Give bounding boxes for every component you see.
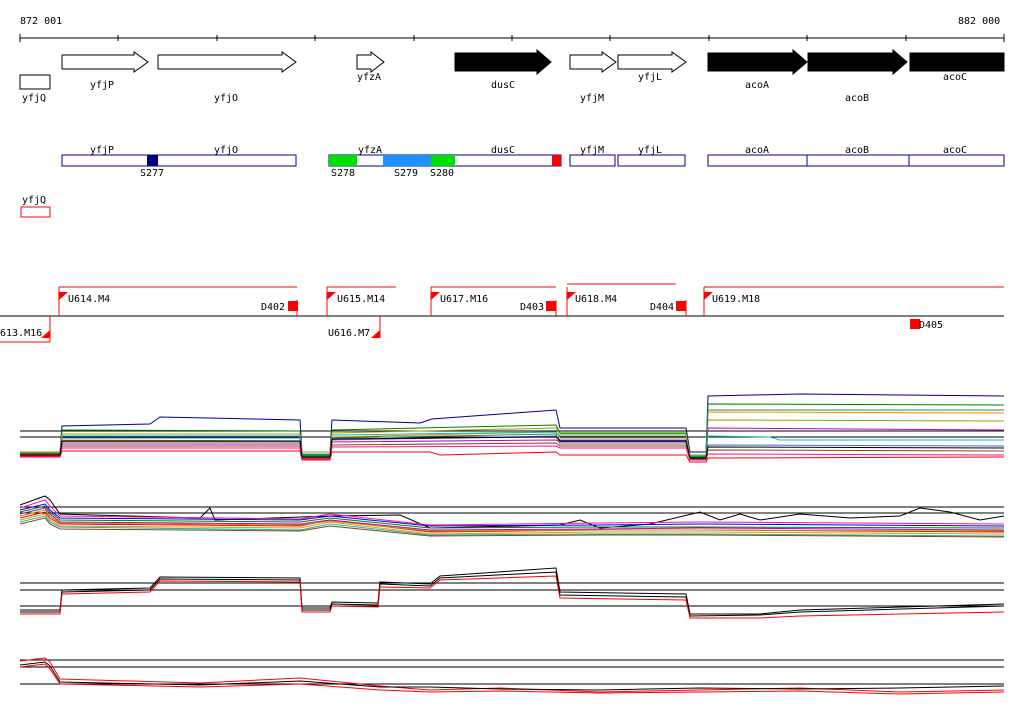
expression-panel-1 (20, 393, 1005, 463)
coord-end: 882 000 (958, 16, 1000, 27)
gene-label: yfjQ (22, 93, 46, 104)
gene-label: yfjO (214, 93, 238, 104)
ruler-ticks (19, 34, 1005, 42)
segment-feature-label: S279 (394, 168, 418, 179)
segment-S278[interactable] (329, 155, 357, 166)
gene-yfjQ-box[interactable] (19, 74, 51, 90)
expression-panel-3 (20, 567, 1005, 619)
upstream-marker-label: U615.M14 (337, 294, 385, 305)
segment-feature-label: S278 (331, 168, 355, 179)
segment-feature-label: S277 (140, 168, 164, 179)
segment-gene-label: yfjL (638, 145, 662, 156)
segment-gene-label: yfjO (214, 145, 238, 156)
upstream-marker-label: 613.M16 (0, 328, 42, 339)
segment-yfjQ[interactable] (20, 206, 51, 218)
downstream-marker-label: D403 (520, 302, 544, 313)
gene-dusC-arrow[interactable] (454, 48, 552, 76)
expression-panel-2 (19, 495, 1005, 538)
gene-yfjP-arrow[interactable] (61, 51, 149, 73)
gene-label: yfzA (357, 72, 381, 83)
downstream-marker-label: D405 (919, 320, 943, 331)
gene-label: yfjP (90, 80, 114, 91)
segment-gene-label: acoB (845, 145, 869, 156)
gene-label: yfjL (638, 72, 662, 83)
upstream-marker-label: U616.M7 (328, 328, 370, 339)
gene-acoB-arrow[interactable] (807, 48, 908, 76)
segment-yfjP-yfjO[interactable] (61, 154, 297, 167)
upstream-marker-label: U618.M4 (575, 294, 617, 305)
coordinate-ruler: 872 001 882 000 (19, 16, 1005, 42)
segment-yfjL[interactable] (617, 154, 686, 167)
segment-track: yfjP yfjO S277 yfzA dusC S278 S279 S280 … (20, 145, 1005, 218)
segment-gene-label: yfjM (580, 145, 604, 156)
gene-yfjM-arrow[interactable] (569, 51, 617, 73)
segment-gene-label: dusC (491, 145, 515, 156)
expression-panel-4 (19, 657, 1005, 695)
segment-dusC-end[interactable] (552, 155, 561, 166)
gene-yfjO-arrow[interactable] (157, 51, 297, 73)
segment-S279[interactable] (383, 155, 431, 166)
segment-gene-label: yfjQ (22, 195, 46, 206)
segment-aco[interactable] (707, 154, 1005, 167)
downstream-marker-label: D402 (261, 302, 285, 313)
gene-label: acoB (845, 93, 869, 104)
marker-track: U614.M4 U615.M14 U617.M16 U618.M4 U619.M… (0, 283, 1004, 343)
gene-yfjL-arrow[interactable] (617, 51, 687, 73)
downstream-marker-label: D404 (650, 302, 674, 313)
coord-start: 872 001 (20, 16, 62, 27)
gene-label: dusC (491, 80, 515, 91)
segment-yfjM[interactable] (569, 154, 616, 167)
gene-label: acoC (943, 72, 967, 83)
gene-track: yfjQ yfjP yfjO yfzA dusC yfjM yfjL acoA … (19, 48, 1005, 104)
segment-gene-label: yfjP (90, 145, 114, 156)
segment-gene-label: yfzA (358, 145, 382, 156)
gene-acoC-arrow[interactable] (909, 52, 1005, 72)
gene-acoA-arrow[interactable] (707, 48, 808, 76)
gene-label: acoA (745, 80, 769, 91)
gene-yfzA-arrow[interactable] (356, 50, 385, 74)
segment-gene-label: acoA (745, 145, 769, 156)
segment-gene-label: acoC (943, 145, 967, 156)
upstream-marker-label: U619.M18 (712, 294, 760, 305)
upstream-marker-label: U617.M16 (440, 294, 488, 305)
gene-label: yfjM (580, 93, 604, 104)
segment-S277[interactable] (147, 155, 158, 166)
segment-feature-label: S280 (430, 168, 454, 179)
segment-S280[interactable] (431, 155, 455, 166)
upstream-marker-label: U614.M4 (68, 294, 110, 305)
